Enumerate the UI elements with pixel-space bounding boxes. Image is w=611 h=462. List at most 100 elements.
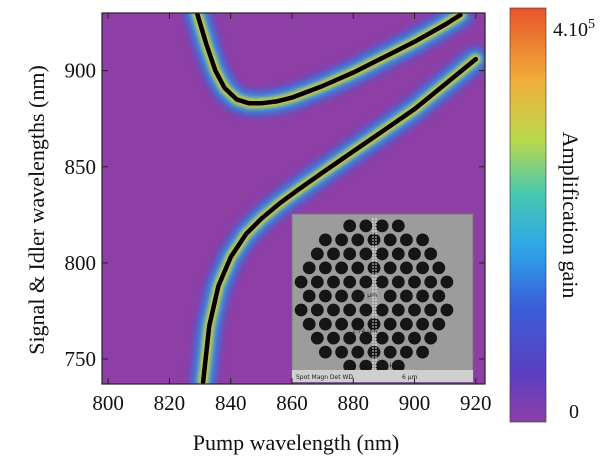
y-tick-label: 850 — [65, 155, 97, 179]
fiber-air-hole — [343, 303, 357, 317]
sem-measure-vert: 1.3 μm — [378, 361, 399, 368]
fiber-air-hole — [302, 261, 316, 275]
x-tick-label: 800 — [92, 391, 124, 415]
fiber-air-hole — [391, 247, 405, 261]
fiber-air-hole — [335, 261, 348, 275]
fiber-air-hole — [327, 247, 340, 261]
fiber-air-hole — [416, 261, 429, 275]
fiber-air-hole — [391, 303, 405, 317]
fiber-air-hole — [351, 345, 365, 359]
fiber-air-hole — [343, 219, 357, 233]
fiber-air-hole — [335, 289, 348, 303]
x-tick-label: 880 — [337, 391, 369, 415]
fiber-air-hole — [327, 303, 340, 317]
fiber-air-hole — [424, 247, 438, 261]
fiber-air-hole — [319, 317, 332, 331]
fiber-air-hole — [294, 275, 308, 289]
fiber-air-hole — [351, 289, 365, 303]
fiber-air-hole — [310, 303, 324, 317]
fiber-air-hole — [383, 261, 397, 275]
fiber-air-hole — [400, 317, 413, 331]
fiber-air-hole — [416, 317, 429, 331]
fiber-sem-inset: Spot Magn Det WD 6 μm 1.86 μm 1.74 μm 1.… — [291, 213, 474, 383]
fiber-air-hole — [432, 289, 446, 303]
fiber-air-hole — [416, 345, 429, 359]
fiber-air-hole — [424, 303, 438, 317]
fiber-air-hole — [375, 331, 389, 345]
fiber-air-hole — [367, 317, 381, 331]
phase-matching-curve-1 — [194, 13, 463, 106]
x-axis-title: Pump wavelength (nm) — [193, 430, 400, 455]
fiber-air-hole — [400, 261, 413, 275]
phase-matching-curve-2 — [200, 56, 479, 384]
fiber-air-hole — [408, 303, 421, 317]
fiber-air-hole — [408, 247, 421, 261]
fiber-air-hole — [302, 289, 316, 303]
fiber-air-hole — [367, 261, 381, 275]
colorbar — [509, 7, 547, 423]
fiber-air-hole — [343, 247, 357, 261]
fiber-air-hole — [367, 233, 381, 247]
fiber-air-hole — [440, 275, 454, 289]
fiber-air-hole — [335, 233, 348, 247]
x-tick-label: 900 — [399, 391, 431, 415]
fiber-air-hole — [335, 345, 348, 359]
fiber-air-hole — [310, 275, 324, 289]
fiber-air-hole — [327, 331, 340, 345]
fiber-air-hole — [302, 317, 316, 331]
fiber-air-hole — [359, 247, 373, 261]
fiber-air-hole — [319, 289, 332, 303]
fiber-air-hole — [310, 331, 324, 345]
sem-caption: Spot Magn Det WD — [296, 374, 353, 381]
fiber-air-hole — [375, 359, 389, 373]
fiber-air-hole — [383, 289, 397, 303]
fiber-air-hole — [375, 247, 389, 261]
axes-ticks: 800 820 840 860 880 900 920 750 800 850 900 — [65, 13, 492, 415]
x-tick-label: 860 — [276, 391, 308, 415]
x-tick-label: 920 — [460, 391, 492, 415]
fiber-air-hole — [294, 303, 308, 317]
fiber-air-hole — [327, 275, 340, 289]
fiber-air-hole — [367, 345, 381, 359]
colorbar-max-exponent: 5 — [588, 17, 595, 32]
fiber-air-hole — [343, 359, 357, 373]
colorbar-min-label: 0 — [569, 401, 579, 423]
y-tick-label: 800 — [65, 251, 97, 275]
fiber-air-hole — [359, 303, 373, 317]
fiber-air-hole — [408, 275, 421, 289]
fiber-air-hole — [319, 345, 332, 359]
fiber-air-hole — [343, 275, 357, 289]
fiber-air-hole — [408, 331, 421, 345]
fiber-air-hole — [391, 359, 405, 373]
colorbar-max-label: 4.105 — [553, 17, 595, 41]
fiber-air-hole — [343, 331, 357, 345]
colorbar-title: Amplification gain — [558, 132, 583, 299]
fiber-air-hole — [335, 317, 348, 331]
fiber-air-hole — [359, 219, 373, 233]
fiber-air-hole — [383, 317, 397, 331]
fiber-air-hole — [351, 233, 365, 247]
fiber-air-hole — [400, 233, 413, 247]
fiber-air-hole — [391, 275, 405, 289]
fiber-air-hole — [383, 233, 397, 247]
fiber-air-hole — [319, 261, 332, 275]
y-tick-label: 750 — [65, 347, 97, 371]
fiber-air-hole — [432, 261, 446, 275]
fiber-air-hole — [375, 219, 389, 233]
fiber-air-hole — [383, 345, 397, 359]
y-axis-title: Signal & Idler wavelengths (nm) — [24, 65, 49, 355]
fiber-air-hole — [359, 331, 373, 345]
fiber-air-hole — [391, 219, 405, 233]
y-tick-label: 900 — [65, 59, 97, 83]
sem-measure-mid: 1.74 μm — [352, 328, 377, 335]
fiber-air-hole — [359, 275, 373, 289]
fiber-air-hole — [391, 331, 405, 345]
fiber-air-hole — [424, 275, 438, 289]
fiber-air-hole — [310, 247, 324, 261]
fiber-air-hole — [400, 289, 413, 303]
x-tick-label: 840 — [215, 391, 247, 415]
fiber-air-hole — [359, 359, 373, 373]
fiber-air-hole — [400, 345, 413, 359]
fiber-air-hole — [375, 275, 389, 289]
